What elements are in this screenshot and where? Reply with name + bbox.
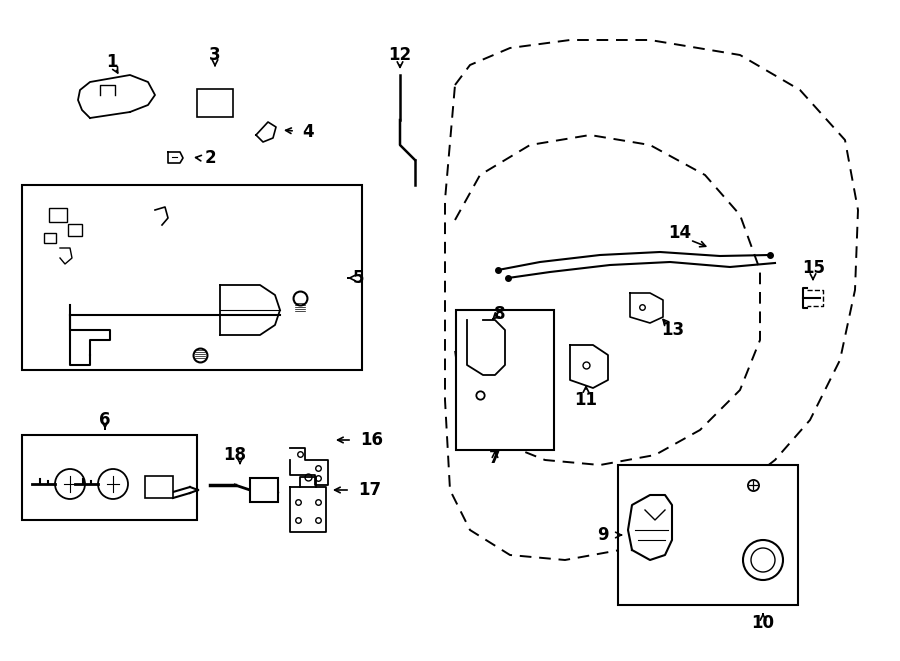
- Text: 18: 18: [223, 446, 247, 464]
- Text: 1: 1: [106, 53, 118, 71]
- Text: 8: 8: [494, 305, 506, 323]
- Bar: [44, 233, 56, 243]
- Text: 14: 14: [669, 224, 691, 242]
- Bar: [250, 478, 278, 502]
- Text: 5: 5: [352, 269, 364, 287]
- Bar: [145, 476, 173, 498]
- Text: 10: 10: [752, 614, 775, 632]
- Bar: [618, 465, 798, 605]
- Text: 6: 6: [99, 411, 111, 429]
- Text: 3: 3: [209, 46, 220, 64]
- Text: 2: 2: [204, 149, 216, 167]
- Bar: [49, 208, 67, 222]
- Text: 17: 17: [358, 481, 382, 499]
- Text: 13: 13: [662, 321, 685, 339]
- Bar: [22, 185, 362, 370]
- Bar: [22, 435, 197, 520]
- Text: 12: 12: [389, 46, 411, 64]
- Text: 9: 9: [598, 526, 608, 544]
- Text: 16: 16: [361, 431, 383, 449]
- Text: 7: 7: [490, 449, 500, 467]
- Bar: [68, 224, 82, 236]
- Text: 15: 15: [803, 259, 825, 277]
- Bar: [456, 310, 554, 450]
- Text: 4: 4: [302, 123, 314, 141]
- Text: 11: 11: [574, 391, 598, 409]
- Bar: [197, 89, 233, 117]
